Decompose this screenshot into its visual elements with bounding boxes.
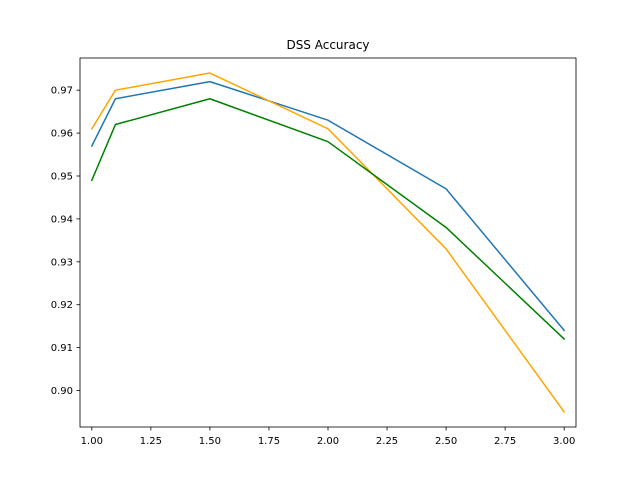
y-tick-label: 0.97 [51, 86, 73, 97]
x-tick-label: 2.50 [435, 436, 457, 447]
x-tick-label: 1.00 [81, 436, 103, 447]
axes-layer: 1.00 1.25 1.50 1.75 2.00 2.25 2.50 2.75 3.00 0.90… [51, 57, 577, 447]
x-tick-label: 1.25 [140, 436, 162, 447]
x-tick-label: 1.50 [199, 436, 221, 447]
x-tick-label: 2.00 [317, 436, 339, 447]
y-tick-label: 0.93 [51, 257, 73, 268]
y-tick-label: 0.91 [51, 343, 73, 354]
x-tick-label: 1.75 [258, 436, 280, 447]
y-tick-label: 0.94 [51, 214, 73, 225]
series-line-2 [90, 72, 566, 414]
y-tick-label: 0.96 [51, 129, 73, 140]
y-tick-label: 0.92 [51, 300, 73, 311]
series-layer [90, 72, 566, 414]
y-tick-label: 0.95 [51, 171, 73, 182]
chart-title: DSS Accuracy [286, 38, 369, 52]
x-tick-label: 2.25 [376, 436, 398, 447]
x-tick-label: 2.75 [494, 436, 516, 447]
x-tick-label: 3.00 [553, 436, 575, 447]
series-line-3 [90, 98, 566, 341]
y-tick-label: 0.90 [51, 386, 73, 397]
